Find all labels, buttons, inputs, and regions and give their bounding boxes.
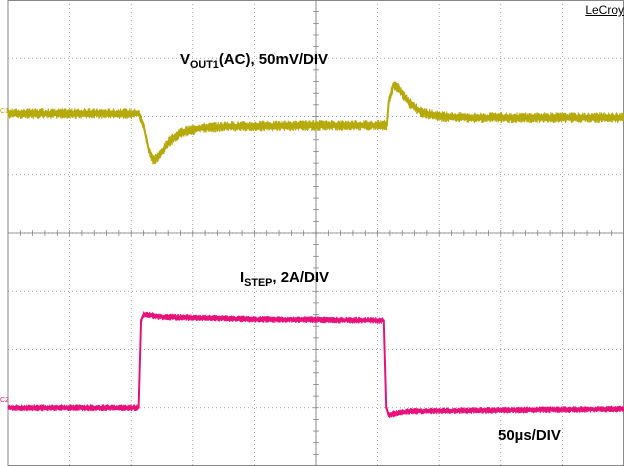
timebase-label: 50µs/DIV	[498, 427, 561, 444]
channel-2-label-rest: , 2A/DIV	[272, 269, 330, 286]
traces	[7, 81, 624, 419]
channel-1-label-main: V	[180, 51, 191, 68]
channel-1-label: VOUT1(AC), 50mV/DIV	[180, 52, 328, 71]
channel-2-label-sub: STEP	[244, 276, 273, 289]
graticule	[7, 0, 624, 466]
channel-2-marker: C2	[0, 397, 9, 404]
channel-2-label-main: I	[240, 269, 245, 286]
brand-logo: LeCroy	[585, 3, 624, 17]
channel-2-label: ISTEP, 2A/DIV	[240, 270, 329, 289]
trace-c1-mean	[8, 83, 624, 162]
channel-1-label-sub: OUT1	[190, 58, 219, 71]
channel-1-label-rest: (AC), 50mV/DIV	[218, 51, 329, 68]
channel-1-marker: C1	[0, 108, 9, 115]
trace-c2-mean	[8, 313, 624, 416]
